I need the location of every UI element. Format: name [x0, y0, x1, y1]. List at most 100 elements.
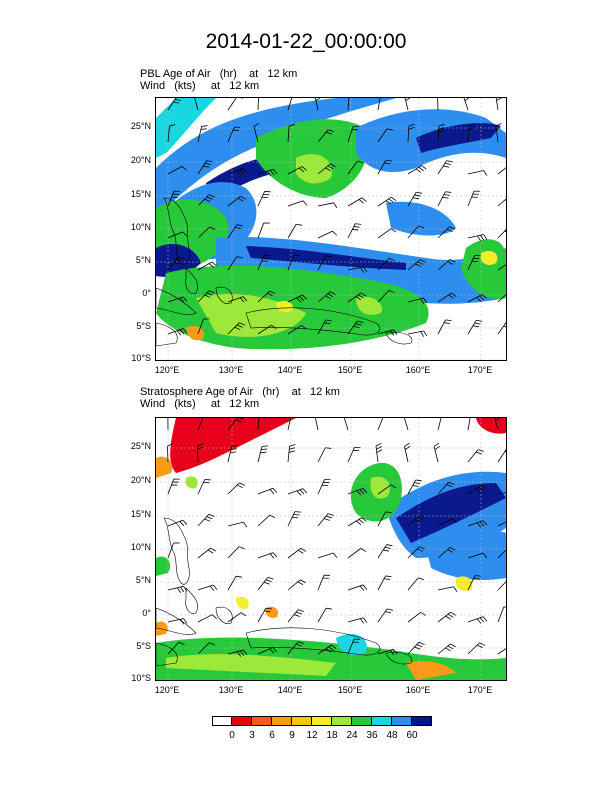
wind-barb: [197, 418, 204, 431]
wind-barb: [197, 584, 218, 591]
wind-barb: [497, 322, 506, 335]
panel1-title: PBL Age of Air (hr) at 12 km: [140, 68, 298, 80]
wind-barb: [257, 98, 259, 111]
wind-barb: [287, 200, 308, 207]
wind-barb: [167, 166, 187, 175]
lat-tick-label: 5°S: [136, 641, 151, 651]
wind-barb: [347, 446, 361, 463]
lon-tick-label: 150°E: [337, 365, 363, 375]
wind-barb: [377, 575, 392, 591]
wind-barb: [467, 294, 487, 303]
wind-barb: [347, 98, 350, 111]
wind-barb: [404, 442, 411, 463]
wind-barb: [347, 126, 359, 143]
lon-tick-label: 120°E: [154, 365, 180, 375]
lat-tick-label: 5°S: [136, 321, 151, 331]
lat-tick-label: 20°N: [130, 475, 151, 485]
wind-barb: [377, 544, 393, 559]
colorbar-swatch: [232, 716, 252, 726]
colorbar-label: 9: [289, 730, 295, 741]
age-contour-region: [296, 154, 332, 184]
colorbar-label: 18: [326, 730, 338, 741]
colorbar-label: 12: [306, 730, 318, 741]
wind-barb: [317, 319, 332, 335]
wind-barb: [347, 320, 364, 335]
wind-barb: [197, 194, 215, 207]
wind-barb: [167, 542, 180, 559]
lat-tick-label: 10°S: [131, 353, 151, 363]
coastline: [156, 642, 178, 667]
wind-barb: [497, 581, 506, 591]
wind-barb: [404, 418, 409, 431]
lat-tick-label: 5°N: [135, 575, 151, 585]
wind-barb: [227, 98, 243, 111]
wind-barb: [227, 296, 248, 303]
wind-barb: [257, 324, 277, 335]
wind-barb: [167, 585, 188, 593]
age-contour-region: [170, 418, 296, 473]
wind-barb: [407, 165, 427, 175]
wind-barb: [287, 325, 307, 335]
age-contour-region: [166, 654, 336, 676]
lon-tick-label: 130°E: [218, 685, 244, 695]
wind-barb: [407, 546, 425, 559]
wind-barb: [467, 485, 487, 495]
wind-barb: [497, 294, 506, 303]
colorbar-label: 60: [406, 730, 418, 741]
wind-barb: [317, 607, 333, 623]
lon-tick-label: 160°E: [405, 365, 431, 375]
wind-barb: [497, 229, 506, 239]
wind-barb: [437, 319, 452, 335]
wind-barb: [257, 552, 278, 559]
wind-barb: [167, 618, 188, 625]
wind-barb: [497, 167, 506, 175]
wind-barb: [497, 449, 506, 463]
wind-barb: [287, 444, 296, 463]
age-contour-region: [476, 418, 506, 434]
wind-barb: [407, 330, 428, 337]
lon-tick-label: 140°E: [277, 365, 303, 375]
wind-barb: [467, 642, 486, 655]
wind-barb: [343, 418, 349, 431]
wind-barb: [197, 318, 210, 335]
coastline: [215, 286, 233, 304]
wind-barb: [287, 166, 307, 175]
wind-barb: [437, 98, 439, 111]
lat-tick-label: 15°N: [130, 509, 151, 519]
wind-barb: [437, 481, 455, 495]
wind-barb: [317, 644, 337, 655]
wind-barb: [347, 517, 367, 527]
wind-barb: [167, 478, 180, 495]
age-contour-region: [276, 300, 293, 313]
colorbar-label: 0: [229, 730, 235, 741]
wind-barb: [287, 418, 292, 431]
lat-tick-label: 15°N: [130, 189, 151, 199]
stratosphere-age-field: [156, 418, 506, 680]
wind-barb: [347, 487, 368, 496]
wind-barb: [317, 552, 338, 559]
wind-barb: [463, 98, 470, 111]
wind-barb: [227, 482, 246, 495]
coastline: [163, 517, 190, 585]
wind-barb: [287, 641, 304, 655]
colorbar-label: 36: [366, 730, 378, 741]
wind-barb: [167, 296, 188, 303]
wind-barb: [317, 447, 332, 463]
wind-barb: [227, 445, 238, 463]
wind-barb: [467, 552, 488, 559]
wind-barb: [253, 122, 260, 143]
wind-barb: [197, 261, 217, 271]
wind-barb: [407, 479, 422, 495]
coastline: [385, 331, 413, 345]
wind-barb: [377, 484, 397, 495]
panel1-subtitle: Wind (kts) at 12 km: [140, 80, 260, 92]
wind-barb: [227, 126, 241, 143]
wind-barb: [377, 159, 392, 175]
wind-barb: [257, 222, 270, 239]
wind-barb: [257, 290, 276, 303]
wind-barb: [467, 449, 484, 463]
colorbar-label: 3: [249, 730, 255, 741]
coastline: [156, 322, 178, 347]
wind-barb: [314, 98, 321, 111]
wind-barb: [377, 290, 395, 303]
